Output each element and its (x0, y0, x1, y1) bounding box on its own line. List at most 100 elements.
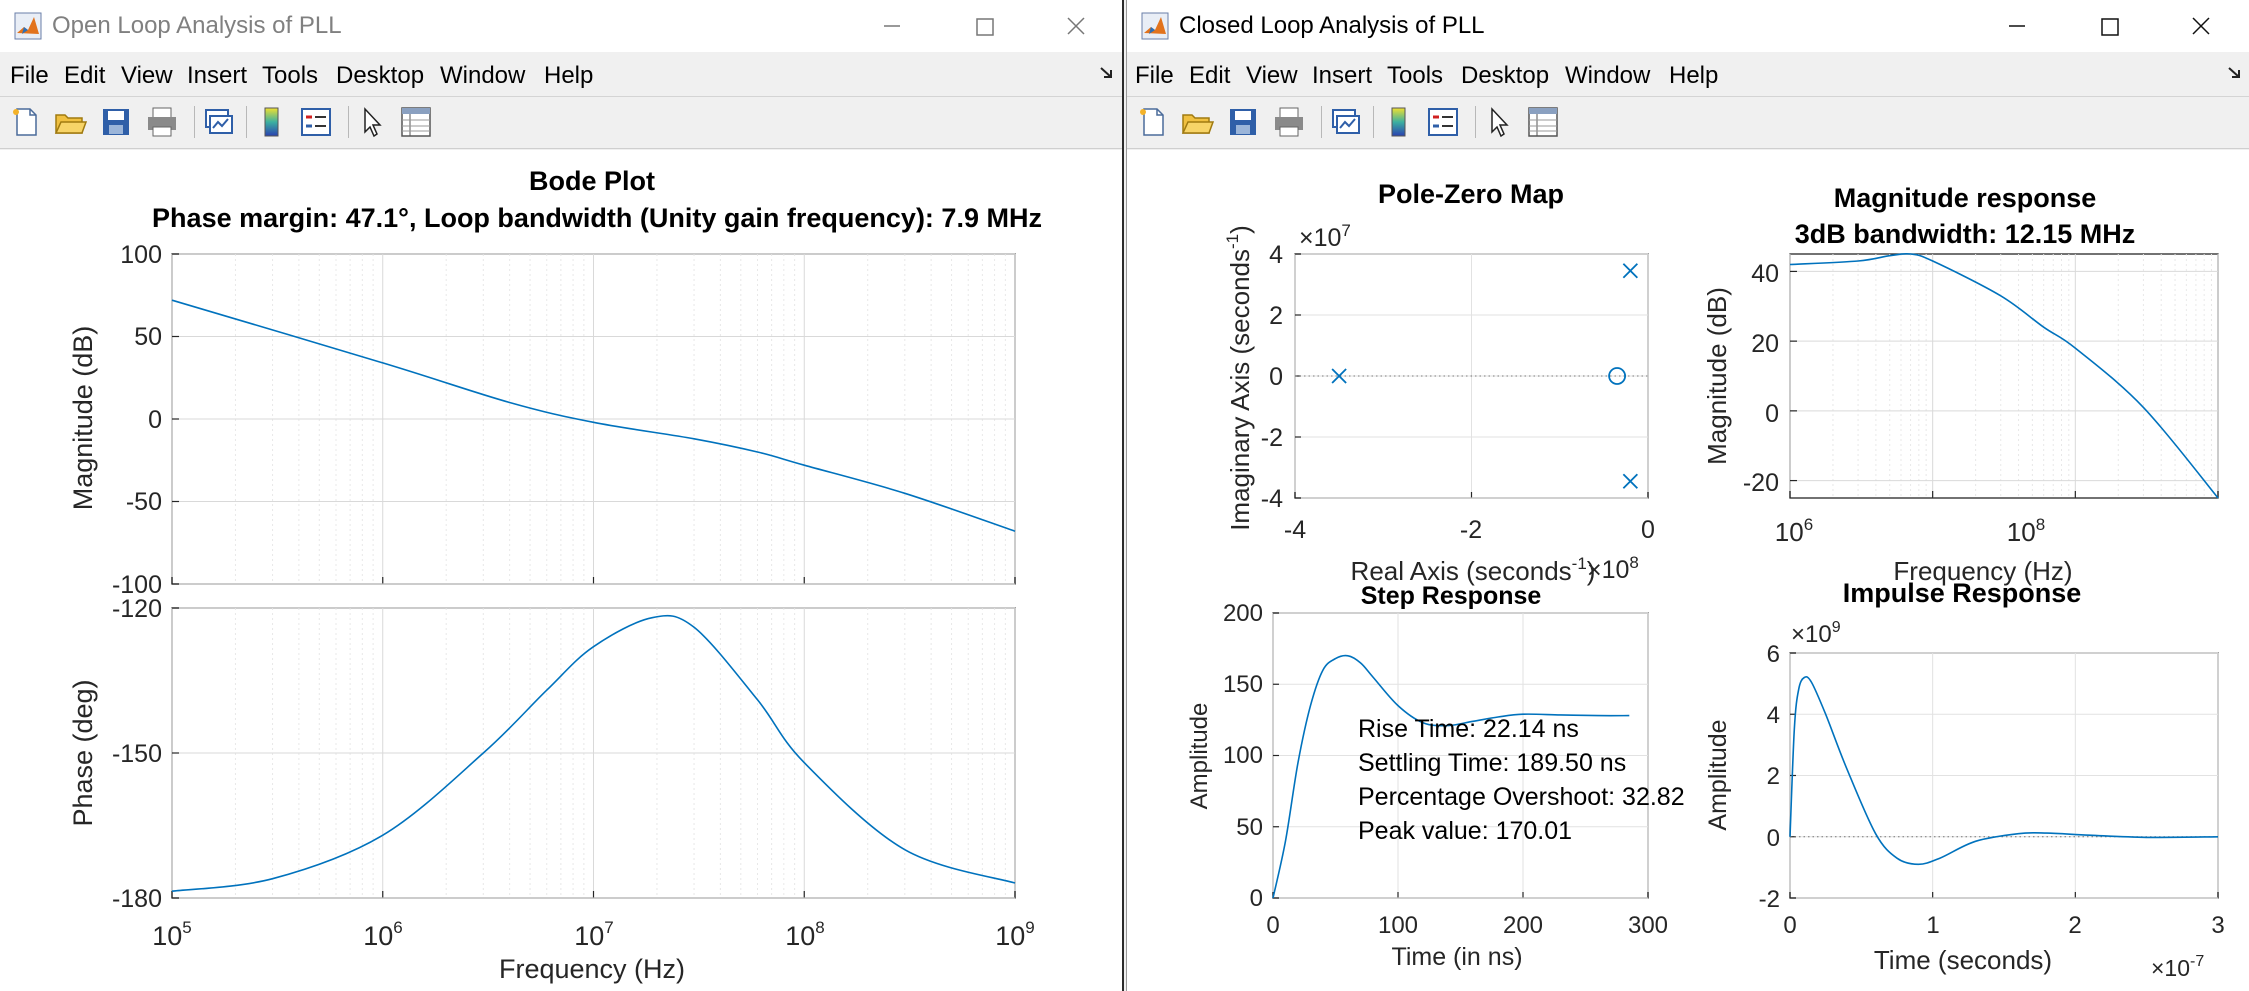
toolbar-separator (1373, 106, 1374, 138)
phase-tick-label: -120 (112, 595, 162, 623)
menu-tools[interactable]: Tools (1387, 62, 1444, 89)
maximize-icon[interactable] (2085, 6, 2133, 46)
pz-y-tick-label: 2 (1269, 302, 1283, 330)
phase-tick-label: -180 (112, 885, 162, 913)
menu-help[interactable]: Help (1669, 62, 1719, 89)
magnitude-axes[interactable] (171, 253, 1016, 585)
impulse-response-axes[interactable] (1789, 652, 2219, 899)
dock-arrow-icon[interactable] (1098, 64, 1116, 82)
mr-x-axis-label: Frequency (Hz) (1893, 556, 2072, 586)
step-annotation-peak: Peak value: 170.01 (1358, 817, 1572, 845)
magnitude-response-axes[interactable] (1789, 252, 2219, 499)
closed-loop-window: Closed Loop Analysis of PLL File Edit Vi… (1126, 0, 2249, 991)
pz-y-axis-label: Imaginary Axis (seconds-1) (1223, 225, 1255, 531)
freq-tick-label: 109 (995, 918, 1035, 951)
pole-marker (1331, 368, 1347, 384)
print-icon[interactable] (1271, 104, 1307, 140)
menu-insert[interactable]: Insert (1312, 62, 1373, 89)
pz-y-tick-label: -4 (1261, 485, 1283, 513)
save-icon[interactable] (98, 104, 134, 140)
menu-bar: File Edit View Insert Tools Desktop Wind… (1127, 54, 2249, 97)
impulse-y-multiplier: ×109 (1791, 619, 1841, 648)
impulse-title: Impulse Response (1843, 578, 2082, 608)
mr-y-axis-label: Magnitude (dB) (1702, 287, 1732, 465)
dock-arrow-icon[interactable] (2226, 64, 2244, 82)
menu-help[interactable]: Help (544, 62, 594, 89)
step-x-tick-label: 300 (1628, 912, 1668, 939)
menu-desktop[interactable]: Desktop (336, 62, 425, 89)
freq-tick-label: 107 (574, 918, 614, 951)
pole-marker (1622, 263, 1638, 279)
title-bar[interactable]: Open Loop Analysis of PLL (0, 0, 1122, 52)
menu-window[interactable]: Window (1565, 62, 1651, 89)
mag-tick-label: -50 (126, 488, 162, 516)
edit-plot-cursor-icon[interactable] (1481, 104, 1517, 140)
close-icon[interactable] (2177, 6, 2225, 46)
step-y-tick-label: 100 (1223, 742, 1263, 769)
impulse-x-tick-label: 1 (1926, 912, 1939, 939)
window-title: Closed Loop Analysis of PLL (1179, 12, 1485, 39)
mr-x-tick-label: 108 (2007, 515, 2045, 547)
insert-colorbar-icon[interactable] (1381, 104, 1417, 140)
frequency-axis-label: Frequency (Hz) (499, 954, 685, 984)
matlab-logo-icon (1141, 12, 1169, 40)
phase-curve (171, 614, 1016, 892)
figure-toolbar (0, 98, 1122, 149)
maximize-icon[interactable] (960, 6, 1008, 46)
magnitude-response-curve (1789, 252, 2219, 499)
window-title: Open Loop Analysis of PLL (52, 12, 342, 39)
step-response-curve (1272, 654, 1630, 899)
menu-window[interactable]: Window (440, 62, 526, 89)
mag-tick-label: 0 (148, 406, 162, 434)
open-file-icon[interactable] (1179, 104, 1215, 140)
insert-legend-icon[interactable] (1425, 104, 1461, 140)
figure-canvas: Bode Plot Phase margin: 47.1°, Loop band… (0, 150, 1122, 991)
open-loop-window: Open Loop Analysis of PLL File Edit View… (0, 0, 1124, 991)
pz-y-tick-label: -2 (1261, 424, 1283, 452)
new-figure-icon[interactable] (1135, 104, 1171, 140)
impulse-y-tick-label: 6 (1767, 641, 1780, 668)
insert-legend-icon[interactable] (298, 104, 334, 140)
link-plot-icon[interactable] (1327, 104, 1363, 140)
menu-tools[interactable]: Tools (262, 62, 319, 89)
toolbar-separator (1321, 106, 1322, 138)
minimize-icon[interactable] (868, 6, 916, 46)
edit-plot-cursor-icon[interactable] (354, 104, 390, 140)
menu-file[interactable]: File (10, 62, 49, 89)
title-bar[interactable]: Closed Loop Analysis of PLL (1127, 0, 2249, 52)
impulse-y-tick-label: -2 (1759, 886, 1780, 913)
pole-marker (1622, 473, 1638, 489)
phase-axis-label: Phase (deg) (68, 679, 98, 826)
menu-file[interactable]: File (1135, 62, 1174, 89)
pz-x-tick-label: -2 (1460, 516, 1482, 544)
menu-view[interactable]: View (121, 62, 173, 89)
freq-tick-label: 105 (152, 918, 192, 951)
phase-axes[interactable] (171, 607, 1016, 899)
menu-view[interactable]: View (1246, 62, 1298, 89)
menu-insert[interactable]: Insert (187, 62, 248, 89)
property-inspector-icon[interactable] (1525, 104, 1561, 140)
magnitude-curve (171, 299, 1016, 532)
pole-zero-axes[interactable] (1294, 253, 1649, 499)
pz-y-tick-label: 4 (1269, 241, 1283, 269)
freq-tick-label: 108 (785, 918, 825, 951)
figure-canvas: Pole-Zero Map ×107 4 2 0 -2 -4 -4 -2 0 I… (1127, 150, 2249, 991)
open-file-icon[interactable] (52, 104, 88, 140)
save-icon[interactable] (1225, 104, 1261, 140)
menu-desktop[interactable]: Desktop (1461, 62, 1550, 89)
print-icon[interactable] (144, 104, 180, 140)
link-plot-icon[interactable] (200, 104, 236, 140)
pz-x-tick-label: 0 (1641, 516, 1655, 544)
menu-edit[interactable]: Edit (64, 62, 106, 89)
step-response-axes[interactable] (1272, 612, 1649, 899)
phase-tick-label: -150 (112, 740, 162, 768)
insert-colorbar-icon[interactable] (254, 104, 290, 140)
bode-subtitle: Phase margin: 47.1°, Loop bandwidth (Uni… (152, 203, 1042, 233)
property-inspector-icon[interactable] (398, 104, 434, 140)
close-icon[interactable] (1052, 6, 1100, 46)
toolbar-separator (348, 106, 349, 138)
minimize-icon[interactable] (1993, 6, 2041, 46)
new-figure-icon[interactable] (8, 104, 44, 140)
pz-x-multiplier: ×108 (1587, 553, 1639, 584)
menu-edit[interactable]: Edit (1189, 62, 1231, 89)
